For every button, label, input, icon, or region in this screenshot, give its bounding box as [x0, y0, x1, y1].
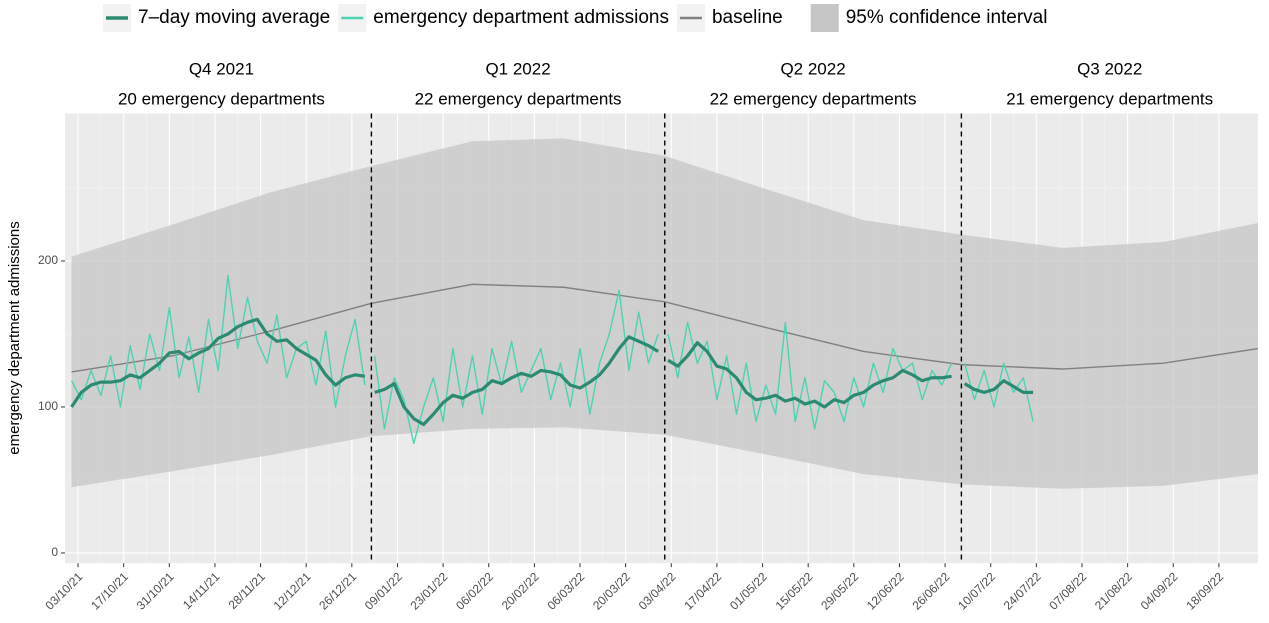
- panel-label: Q4 2021: [189, 59, 254, 78]
- series-line: [70, 317, 1034, 427]
- legend-label: baseline: [712, 7, 783, 28]
- panel-label: Q2 2022: [780, 59, 845, 78]
- y-tick-label: 100: [38, 399, 58, 413]
- y-axis-title: emergency department admissions: [6, 221, 23, 454]
- x-tick-label: 14/11/21: [180, 569, 223, 612]
- x-tick-label: 12/12/21: [271, 569, 314, 612]
- x-tick-label: 21/08/22: [1092, 569, 1135, 612]
- panel-label: Q3 2022: [1077, 59, 1142, 78]
- x-tick-label: 29/05/22: [818, 569, 861, 612]
- x-tick-label: 20/03/22: [590, 569, 633, 612]
- panel-sublabel: 20 emergency departments: [118, 89, 325, 108]
- x-tick-label: 18/09/22: [1183, 569, 1226, 612]
- x-tick-label: 01/05/22: [727, 569, 770, 612]
- legend-label: 95% confidence interval: [846, 7, 1048, 28]
- legend-label: 7–day moving average: [138, 7, 330, 28]
- panel-sublabel: 22 emergency departments: [415, 89, 622, 108]
- series-line: [71, 283, 1259, 373]
- x-tick-label: 26/06/22: [910, 569, 953, 612]
- x-tick-label: 26/12/21: [316, 569, 359, 612]
- y-tick-label: 200: [38, 253, 58, 267]
- x-tick-label: 03/04/22: [636, 569, 679, 612]
- legend-label: emergency department admissions: [373, 7, 669, 28]
- x-tick-label: 06/03/22: [544, 569, 587, 612]
- x-tick-label: 17/04/22: [681, 569, 724, 612]
- x-tick-label: 15/05/22: [773, 569, 816, 612]
- panel-sublabel: 22 emergency departments: [710, 89, 917, 108]
- series-line: [70, 274, 1034, 445]
- x-tick-label: 17/10/21: [88, 569, 131, 612]
- x-tick-label: 07/08/22: [1046, 569, 1089, 612]
- x-tick-label: 03/10/21: [42, 569, 85, 612]
- x-tick-label: 04/09/22: [1138, 569, 1181, 612]
- legend-key: [810, 4, 839, 32]
- x-tick-label: 09/01/22: [362, 569, 405, 612]
- x-tick-label: 31/10/21: [134, 569, 177, 612]
- x-tick-label: 12/06/22: [864, 569, 907, 612]
- x-tick-label: 10/07/22: [955, 569, 998, 612]
- panel-label: Q1 2022: [485, 59, 550, 78]
- x-tick-label: 06/02/22: [453, 569, 496, 612]
- x-tick-label: 24/07/22: [1001, 569, 1044, 612]
- y-tick-label: 0: [51, 545, 58, 559]
- panel-sublabel: 21 emergency departments: [1006, 89, 1213, 108]
- x-tick-label: 20/02/22: [499, 569, 542, 612]
- x-tick-label: 23/01/22: [408, 569, 451, 612]
- x-tick-label: 28/11/21: [226, 569, 269, 612]
